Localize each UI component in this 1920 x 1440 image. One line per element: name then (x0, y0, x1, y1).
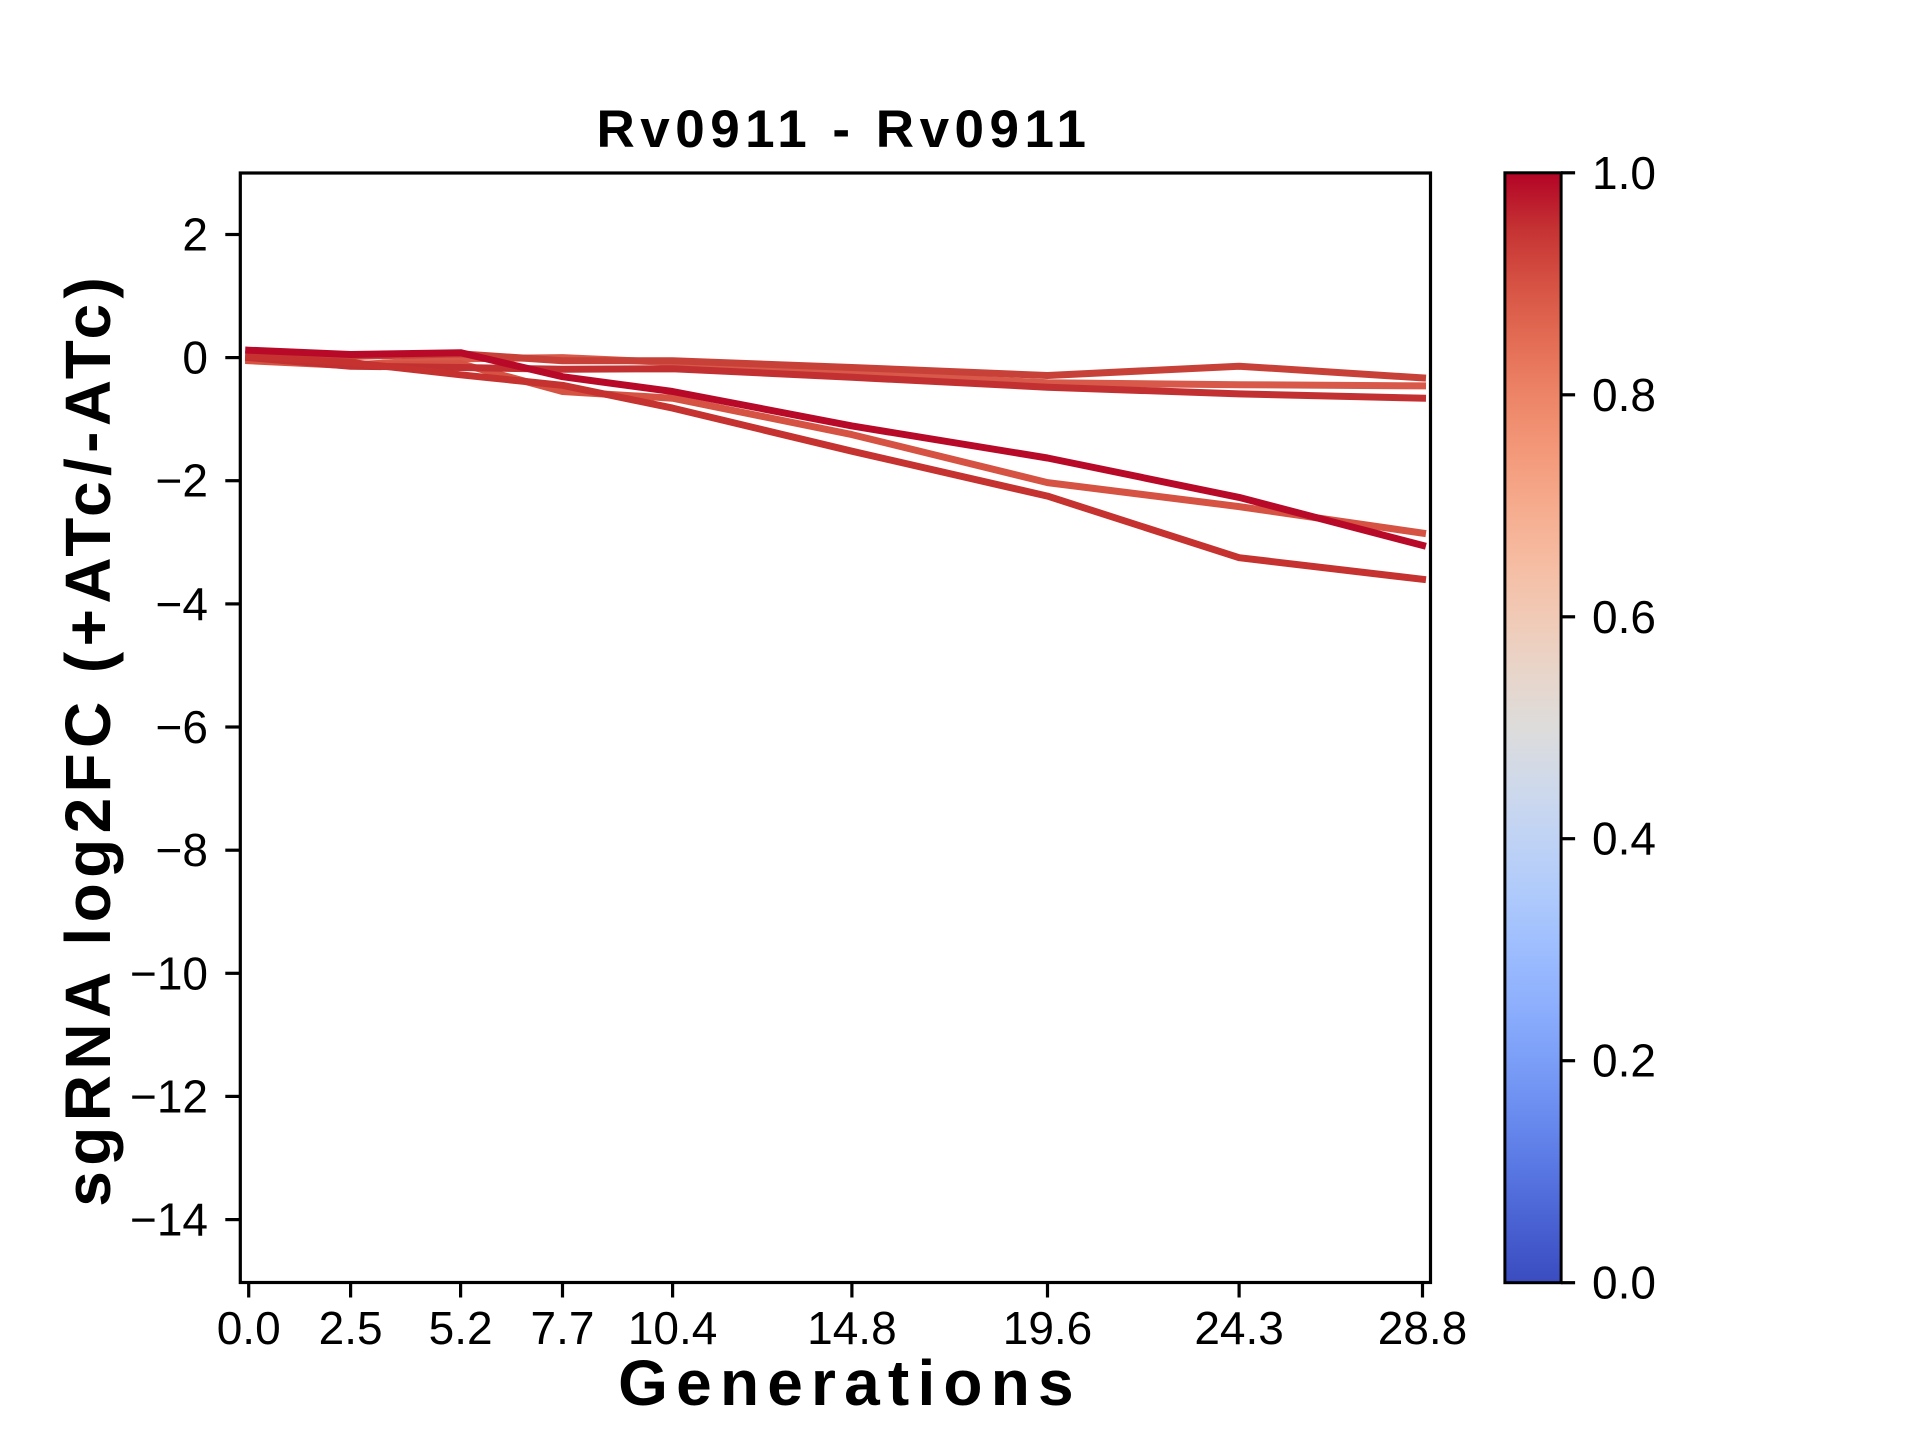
svg-text:28.8: 28.8 (1378, 1302, 1468, 1354)
svg-text:Generations: Generations (618, 1347, 1082, 1419)
svg-text:−14: −14 (130, 1194, 208, 1246)
svg-text:0.6: 0.6 (1592, 591, 1656, 643)
svg-text:−4: −4 (156, 578, 208, 630)
svg-text:2.5: 2.5 (319, 1302, 383, 1354)
svg-text:0.0: 0.0 (1592, 1257, 1656, 1309)
svg-text:14.8: 14.8 (807, 1302, 897, 1354)
svg-text:Rv0911 - Rv0911: Rv0911 - Rv0911 (596, 100, 1091, 159)
svg-text:2: 2 (182, 209, 208, 261)
svg-text:0.4: 0.4 (1592, 813, 1656, 865)
svg-text:sgRNA log2FC (+ATc/-ATc): sgRNA log2FC (+ATc/-ATc) (52, 272, 124, 1207)
svg-text:0.2: 0.2 (1592, 1035, 1656, 1087)
svg-text:0.8: 0.8 (1592, 369, 1656, 421)
svg-text:0: 0 (182, 332, 208, 384)
svg-text:−6: −6 (156, 701, 208, 753)
svg-text:−8: −8 (156, 824, 208, 876)
svg-text:19.6: 19.6 (1003, 1302, 1093, 1354)
svg-text:7.7: 7.7 (531, 1302, 595, 1354)
svg-text:−12: −12 (130, 1070, 208, 1122)
svg-text:24.3: 24.3 (1194, 1302, 1284, 1354)
svg-text:−10: −10 (130, 947, 208, 999)
svg-text:1.0: 1.0 (1592, 147, 1656, 199)
svg-text:−2: −2 (156, 455, 208, 507)
svg-text:5.2: 5.2 (429, 1302, 493, 1354)
svg-text:10.4: 10.4 (628, 1302, 718, 1354)
svg-text:0.0: 0.0 (217, 1302, 281, 1354)
